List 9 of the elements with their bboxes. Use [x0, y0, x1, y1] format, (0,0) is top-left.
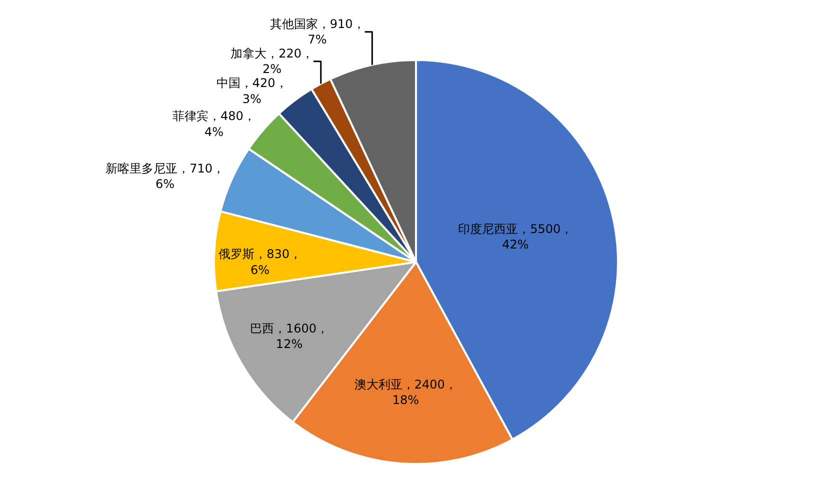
slice-label: 中国，420，3%	[216, 76, 288, 106]
slice-label: 新喀里多尼亚，710，6%	[106, 162, 225, 192]
slice-label: 菲律宾，480，4%	[172, 109, 256, 139]
slice-label: 俄罗斯，830，6%	[218, 247, 302, 277]
slice-label: 印度尼西亚，5500，42%	[458, 222, 573, 252]
slice-label: 巴西，1600，12%	[250, 321, 329, 352]
slice-label: 加拿大，220，2%	[230, 46, 314, 76]
slice-label: 其他国家，910，7%	[270, 17, 365, 47]
slice-label: 澳大利亚，2400，18%	[354, 378, 457, 408]
